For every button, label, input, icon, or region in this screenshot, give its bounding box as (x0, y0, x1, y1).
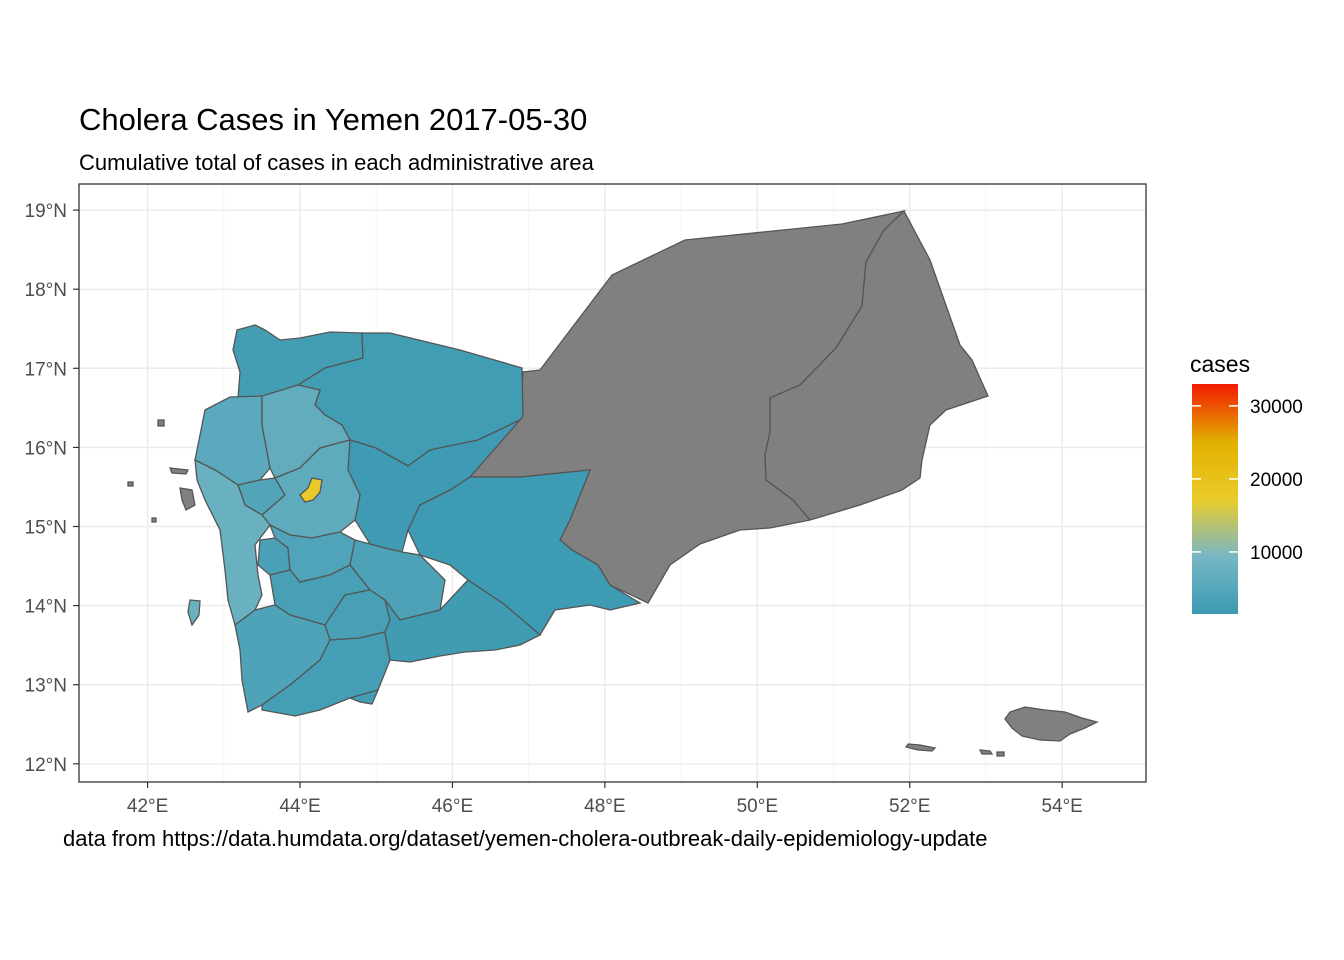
legend-colorbar (1192, 384, 1238, 614)
x-tick-label: 42°E (127, 796, 168, 817)
legend-tick-label: 20000 (1250, 470, 1303, 491)
y-tick-label: 15°N (25, 518, 67, 539)
y-tick-label: 19°N (25, 201, 67, 222)
region-socotra-islet-2 (978, 749, 994, 755)
region-amanat-al-asimah (299, 477, 323, 503)
x-tick-label: 52°E (889, 796, 930, 817)
x-tick-label: 48°E (584, 796, 625, 817)
y-tick-label: 17°N (25, 359, 67, 380)
island-hanish (151, 517, 157, 523)
map-regions (127, 209, 1099, 757)
chart-caption: data from https://data.humdata.org/datas… (63, 826, 988, 851)
region-al-hudaydah (194, 458, 271, 627)
legend: cases 10000 20000 30000 (1190, 351, 1303, 614)
island-kamaran (187, 599, 201, 627)
y-tick-label: 16°N (25, 438, 67, 459)
island-farasan-3 (179, 487, 196, 511)
chart-subtitle: Cumulative total of cases in each admini… (79, 150, 594, 175)
y-tick-label: 14°N (25, 597, 67, 618)
legend-title: cases (1190, 351, 1250, 377)
region-socotra-islet-1 (904, 743, 937, 752)
axes: 42°E 44°E 46°E 48°E 50°E 52°E 54°E 12°N 13°N 14°N… (25, 201, 1083, 817)
x-tick-label: 44°E (279, 796, 320, 817)
region-abyan (384, 579, 542, 663)
region-socotra-islet-3 (996, 751, 1005, 757)
x-tick-label: 54°E (1041, 796, 1082, 817)
x-tick-label: 46°E (432, 796, 473, 817)
island-farasan-2 (168, 467, 189, 475)
region-aden (347, 688, 380, 705)
island-zubair (127, 481, 134, 487)
y-tick-label: 13°N (25, 676, 67, 697)
x-tick-label: 50°E (737, 796, 778, 817)
legend-ticks: 10000 20000 30000 (1192, 397, 1303, 564)
legend-tick-label: 30000 (1250, 397, 1303, 418)
region-socotra (1004, 706, 1099, 742)
island-farasan-1 (157, 419, 165, 427)
region-al-mahrah (764, 209, 989, 521)
plot-panel-border (78, 183, 1147, 783)
chart-title: Cholera Cases in Yemen 2017-05-30 (79, 102, 588, 137)
legend-tick-label: 10000 (1250, 543, 1303, 564)
y-tick-label: 12°N (25, 755, 67, 776)
region-shabwah (407, 469, 642, 636)
y-tick-label: 18°N (25, 280, 67, 301)
